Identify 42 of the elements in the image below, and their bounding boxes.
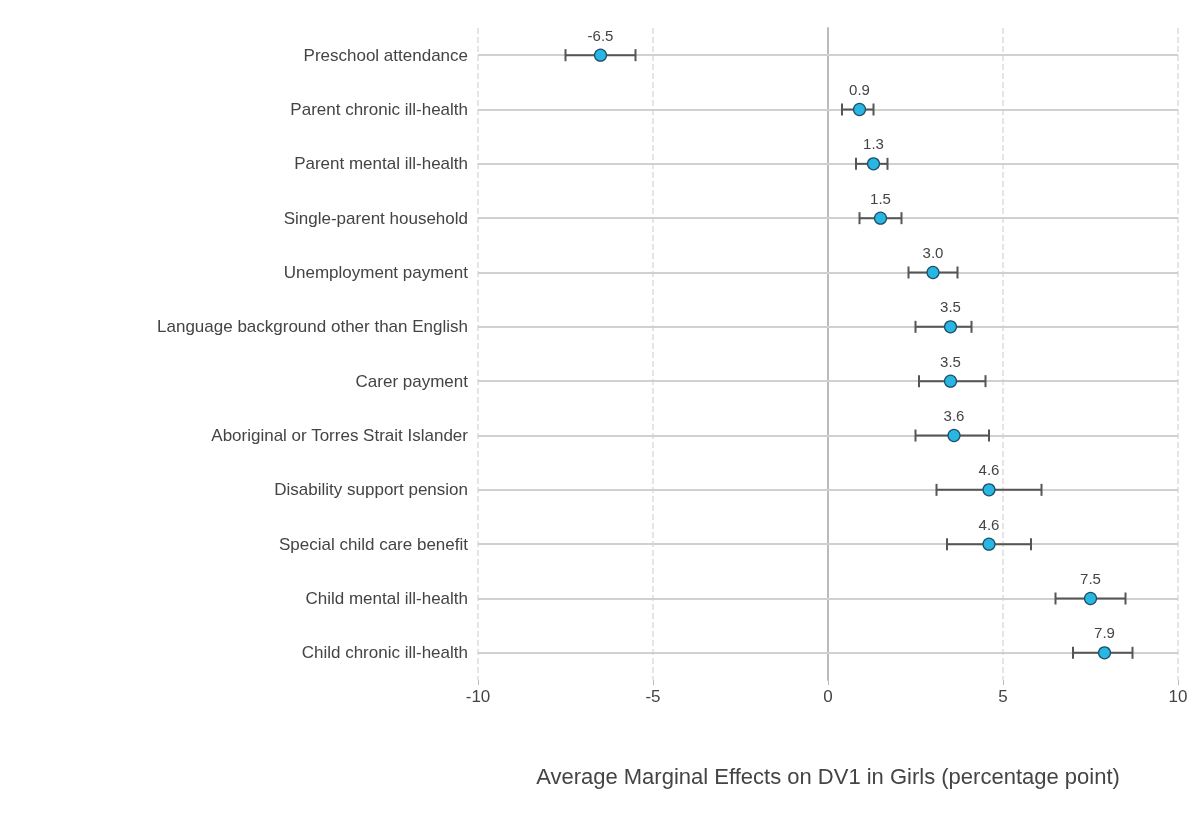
y-tick-label: Child mental ill-health <box>305 589 468 608</box>
y-tick-label: Child chronic ill-health <box>301 643 468 663</box>
data-label: 1.5 <box>870 189 891 207</box>
data-label: 3.5 <box>940 352 961 370</box>
y-tick-label: Language background other than English <box>157 317 468 337</box>
data-label: 3.5 <box>940 298 961 316</box>
point <box>982 537 996 551</box>
point <box>1097 646 1112 660</box>
data-label: 7.5 <box>1080 569 1101 587</box>
data-label: 3.6 <box>943 406 965 424</box>
point <box>947 428 961 443</box>
point <box>982 483 996 497</box>
data-label: 3.0 <box>922 243 944 261</box>
x-tick-label: -10 <box>465 687 491 706</box>
data-label: 4.6 <box>978 515 1000 533</box>
y-tick-label: Carer payment <box>355 371 469 391</box>
data-label: 0.9 <box>849 80 870 98</box>
data-label: 1.3 <box>863 135 884 153</box>
y-tick-label: Parent chronic ill-health <box>290 100 468 119</box>
point <box>943 374 958 388</box>
y-tick-label: Unemployment payment <box>283 263 469 282</box>
y-tick-label: Single-parent household <box>283 208 468 228</box>
x-tick-label: -5 <box>645 687 661 706</box>
x-tick-label: 5 <box>998 687 1008 706</box>
data-label: -6.5 <box>587 26 614 44</box>
x-tick-label: 10 <box>1168 687 1188 706</box>
y-tick-label: Aboriginal or Torres Strait Islander <box>211 426 469 445</box>
point <box>943 320 958 334</box>
data-label: 4.6 <box>978 461 1000 479</box>
point <box>1083 591 1098 606</box>
x-axis-title: Average Marginal Effects on DV1 in Girls (percentage point) <box>536 763 1120 789</box>
y-tick-label: Preschool attendance <box>303 45 468 65</box>
point <box>873 211 888 225</box>
data-label: 7.9 <box>1094 624 1115 642</box>
y-tick-label: Special child care benefit <box>278 534 469 554</box>
point <box>852 102 867 117</box>
y-tick-label: Parent mental ill-health <box>294 154 468 174</box>
y-tick-label: Disability support pension <box>274 480 468 500</box>
point <box>926 265 940 280</box>
point <box>593 48 608 62</box>
point <box>866 157 881 171</box>
x-tick-label: 0 <box>823 687 833 706</box>
